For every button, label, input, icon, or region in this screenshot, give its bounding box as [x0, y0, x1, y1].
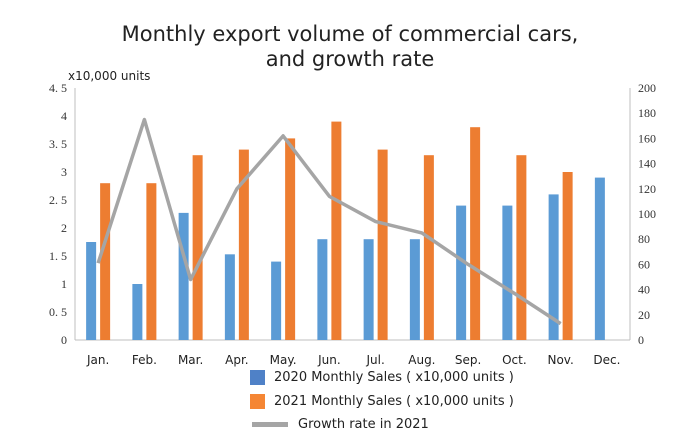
bar-2021: [562, 172, 573, 340]
bar-2020: [317, 239, 328, 340]
y-tick-label: 3: [61, 165, 67, 179]
legend-item-2020: 2020 Monthly Sales ( x10,000 units ): [250, 370, 514, 385]
title-line-2: and growth rate: [265, 47, 435, 71]
y2-tick-label: 200: [638, 81, 656, 95]
y2-tick-label: 160: [638, 131, 656, 145]
bar-2020: [456, 205, 467, 340]
x-tick-label: Aug.: [408, 353, 435, 367]
y2-tick-label: 120: [638, 182, 656, 196]
x-tick-label: Mar.: [178, 353, 203, 367]
x-tick-label: May.: [270, 353, 297, 367]
x-tick-label: Sep.: [455, 353, 481, 367]
legend-swatch-2020: [250, 370, 265, 385]
bar-2020: [409, 239, 420, 340]
legend-item-2021: 2021 Monthly Sales ( x10,000 units ): [250, 394, 514, 409]
y-tick-label: 3. 5: [49, 137, 67, 151]
bar-2021: [146, 183, 157, 340]
bar-2021: [100, 183, 111, 340]
y-tick-label: 0. 5: [49, 305, 67, 319]
bar-2021: [238, 149, 249, 340]
legend-label-growth: Growth rate in 2021: [298, 417, 429, 432]
bar-2021: [192, 155, 203, 340]
x-tick-label: Oct.: [502, 353, 527, 367]
title-line-1: Monthly export volume of commercial cars…: [121, 22, 579, 46]
y2-tick-label: 40: [638, 283, 650, 297]
bar-2021: [470, 127, 481, 340]
x-tick-label: Jul.: [365, 353, 384, 367]
y-tick-label: 1: [61, 277, 67, 291]
bar-2020: [502, 205, 513, 340]
y-tick-label: 0: [61, 333, 67, 347]
y-tick-label: 2. 5: [49, 193, 67, 207]
x-tick-label: Nov.: [547, 353, 573, 367]
y-axis-label: x10,000 units: [68, 69, 150, 83]
legend-item-growth: Growth rate in 2021: [252, 417, 429, 432]
x-tick-label: Dec.: [593, 353, 620, 367]
y2-tick-label: 180: [638, 106, 656, 120]
bar-2020: [86, 242, 97, 340]
bar-2021: [516, 155, 527, 340]
x-tick-label: Jan.: [86, 353, 109, 367]
x-tick-label: Feb.: [132, 353, 157, 367]
chart-title: Monthly export volume of commercial cars…: [0, 22, 700, 72]
y-tick-label: 4. 5: [49, 81, 67, 95]
bar-2021: [377, 149, 388, 340]
bar-2020: [548, 194, 559, 340]
growth-rate-line: [96, 117, 562, 326]
bar-2020: [271, 261, 282, 340]
bar-2020: [178, 212, 189, 340]
bar-2021: [331, 121, 342, 340]
y-tick-label: 2: [61, 221, 67, 235]
bar-2020: [363, 239, 374, 340]
x-tick-label: Apr.: [225, 353, 248, 367]
y2-tick-label: 0: [638, 333, 644, 347]
y2-tick-label: 100: [638, 207, 656, 221]
legend-swatch-2021: [250, 394, 265, 409]
bar-2020: [132, 284, 143, 340]
bar-2021: [285, 138, 296, 340]
y-tick-label: 4: [61, 109, 67, 123]
bar-2021: [423, 155, 434, 340]
y-tick-label: 1. 5: [49, 249, 67, 263]
bar-2020: [594, 177, 605, 340]
y2-tick-label: 140: [638, 157, 656, 171]
y2-tick-label: 80: [638, 232, 650, 246]
y2-tick-label: 20: [638, 308, 650, 322]
legend-label-2020: 2020 Monthly Sales ( x10,000 units ): [274, 370, 514, 385]
bar-2020: [224, 254, 235, 340]
x-tick-label: Jun.: [317, 353, 341, 367]
legend-swatch-growth: [252, 422, 288, 427]
y2-tick-label: 60: [638, 257, 650, 271]
legend-label-2021: 2021 Monthly Sales ( x10,000 units ): [274, 394, 514, 409]
